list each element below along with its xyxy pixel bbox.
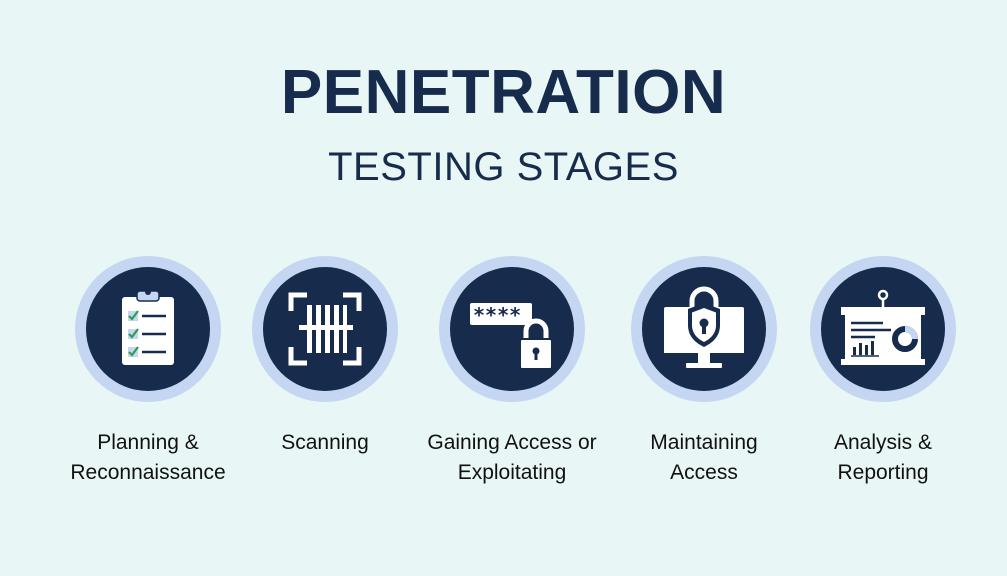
stage-icon-disc [86,267,210,391]
stage-label-line1: Planning & [97,431,199,454]
stage-label: Maintaining Access [594,428,814,488]
svg-text:****: **** [473,303,521,327]
stage-icon-disc [821,267,945,391]
stage-icon-ring: **** [439,256,585,402]
stage-icon-ring [631,256,777,402]
stage-maintaining-access: Maintaining Access [594,256,814,488]
stage-scanning: Scanning [215,256,435,458]
page-title: PENETRATION [280,58,727,127]
stage-label-line1: Scanning [281,431,369,454]
stage-label: Analysis & Reporting [773,428,993,488]
stage-label-line2: Exploitating [457,461,567,484]
stage-label-line1: Gaining Access or [427,431,597,454]
stage-icon-disc [642,267,766,391]
stage-label-line1: Analysis & [833,431,933,454]
stage-label-line2: Reporting [837,461,929,484]
stage-label-line2: Access [670,461,738,484]
stage-label: Planning & Reconnaissance [38,428,258,488]
stage-gaining-access: **** Gaining Access or Exploitating [402,256,622,488]
stage-label-line2: Reconnaissance [70,461,226,484]
stage-label-line1: Maintaining [650,431,758,454]
stage-icon-ring [252,256,398,402]
stage-icon-disc: **** [450,267,574,391]
stage-icon-disc [263,267,387,391]
stage-icon-ring [810,256,956,402]
presentation-board-icon [841,289,925,365]
clipboard-checklist-icon [122,289,174,365]
monitor-shield-lock-icon [664,286,744,368]
stage-icon-ring [75,256,221,402]
stage-label: Gaining Access or Exploitating [402,428,622,488]
page-subtitle: TESTING STAGES [328,145,679,189]
stage-label: Scanning [215,428,435,458]
barcode-scan-icon [288,292,362,366]
password-padlock-icon: **** [470,303,553,370]
stage-planning: Planning & Reconnaissance [38,256,258,488]
stage-analysis-reporting: Analysis & Reporting [773,256,993,488]
